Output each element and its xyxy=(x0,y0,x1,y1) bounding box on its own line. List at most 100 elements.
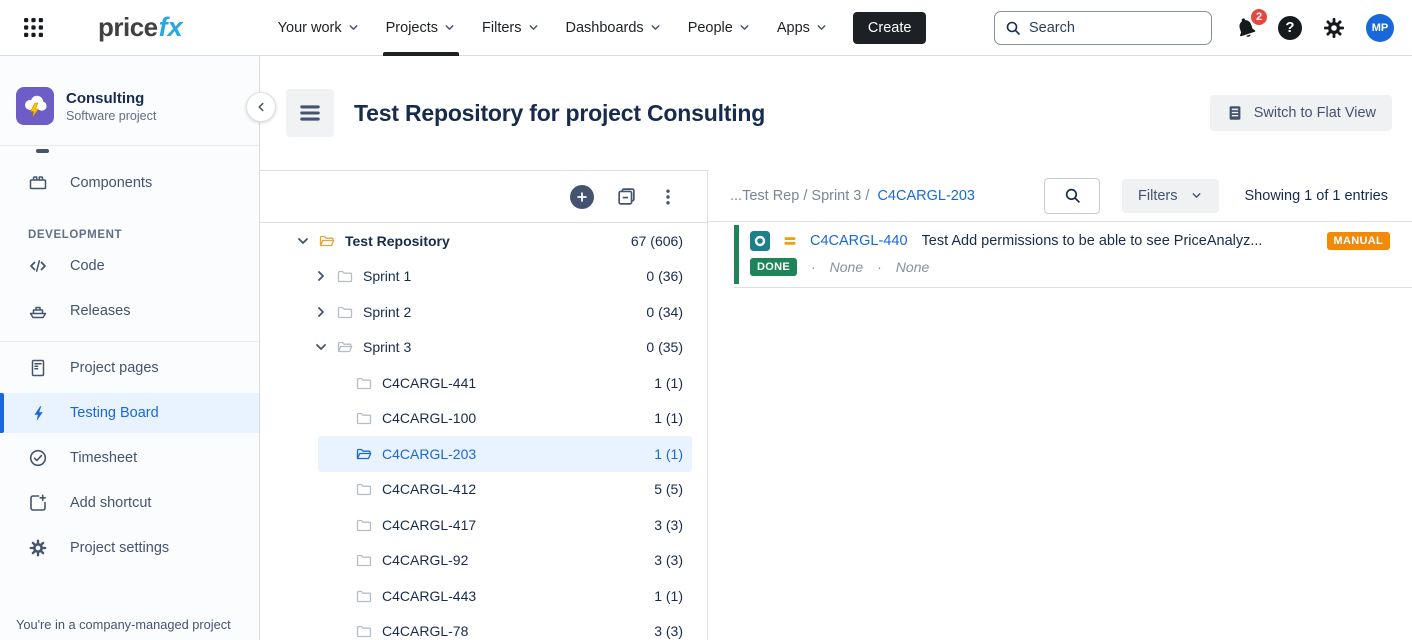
nav-people[interactable]: People xyxy=(679,0,760,56)
menu-button[interactable] xyxy=(286,89,334,137)
sidebar-item-add-shortcut[interactable]: Add shortcut xyxy=(0,483,259,523)
sidebar-item-code[interactable]: Code xyxy=(0,246,259,286)
sidebar-item-releases[interactable]: Releases xyxy=(0,291,259,331)
tree-row-c4cargl-443[interactable]: C4CARGL-443 1 (1) xyxy=(318,578,692,614)
sidebar-item-components[interactable]: Components xyxy=(0,163,259,203)
tree-row-c4cargl-417[interactable]: C4CARGL-417 3 (3) xyxy=(318,507,692,543)
folder-open-icon xyxy=(356,446,372,462)
settings-button[interactable] xyxy=(1322,16,1346,40)
tree-node-count: 0 (36) xyxy=(646,268,683,285)
tree-node-label: C4CARGL-441 xyxy=(382,374,477,391)
tree-node-label: C4CARGL-412 xyxy=(382,481,477,498)
sidebar-item-label: Releases xyxy=(70,303,131,319)
chevron-down-icon[interactable] xyxy=(295,233,311,249)
switch-flat-view-button[interactable]: Switch to Flat View xyxy=(1209,95,1392,131)
content-area: Test Repository 67 (606) Sprint 1 0 (36) xyxy=(260,170,1412,640)
tree-node-count: 3 (3) xyxy=(654,516,683,533)
tree-row-sprint-2[interactable]: Sprint 2 0 (34) xyxy=(286,294,692,330)
search-input[interactable] xyxy=(1029,19,1201,36)
tree-row-c4cargl-78[interactable]: C4CARGL-78 3 (3) xyxy=(318,614,692,640)
top-navigation-bar: price fx Your work Projects Filters Dash… xyxy=(0,0,1412,56)
tree-toolbar xyxy=(260,171,707,223)
nav-filters[interactable]: Filters xyxy=(473,0,548,56)
tree-row-c4cargl-412[interactable]: C4CARGL-412 5 (5) xyxy=(318,472,692,508)
folder-icon xyxy=(337,304,353,320)
tree-row-c4cargl-441[interactable]: C4CARGL-441 1 (1) xyxy=(318,365,692,401)
folder-icon xyxy=(356,623,372,639)
manual-badge: MANUAL xyxy=(1326,232,1390,250)
create-button[interactable]: Create xyxy=(852,11,927,44)
tree-node-label: C4CARGL-78 xyxy=(382,623,469,640)
tree-node-label: Sprint 3 xyxy=(363,339,412,356)
test-case-row-line2: DONE · None · None xyxy=(750,258,1412,276)
nav-dashboards[interactable]: Dashboards xyxy=(557,0,671,56)
nav-apps[interactable]: Apps xyxy=(768,0,837,56)
user-avatar[interactable]: MP xyxy=(1366,13,1394,42)
tree-node-count: 1 (1) xyxy=(654,445,683,462)
sidebar-item-timesheet[interactable]: Timesheet xyxy=(0,438,259,478)
breadcrumb-current[interactable]: C4CARGL-203 xyxy=(877,187,975,204)
app-switcher-button[interactable] xyxy=(16,11,50,45)
tree-node-count: 3 (3) xyxy=(654,552,683,569)
tree-row-c4cargl-203-selected[interactable]: C4CARGL-203 1 (1) xyxy=(318,436,692,472)
tree-node-label: Test Repository xyxy=(345,232,450,249)
copy-tree-button[interactable] xyxy=(616,186,637,207)
nav-projects[interactable]: Projects xyxy=(377,0,465,56)
tree-node-count: 1 (1) xyxy=(654,410,683,427)
question-icon: ? xyxy=(1278,15,1302,40)
test-case-title: Test Add permissions to be able to see P… xyxy=(921,233,1263,249)
tree-row-c4cargl-100[interactable]: C4CARGL-100 1 (1) xyxy=(318,401,692,437)
chevron-down-icon[interactable] xyxy=(313,339,329,355)
flat-view-label: Switch to Flat View xyxy=(1253,105,1376,121)
search-icon xyxy=(1005,20,1021,36)
notification-count-badge: 2 xyxy=(1249,6,1269,27)
sidebar-item-testing-board[interactable]: Testing Board xyxy=(0,393,259,433)
tree-node-label: C4CARGL-92 xyxy=(382,552,469,569)
help-button[interactable]: ? xyxy=(1278,15,1302,40)
sidebar-collapse-button[interactable] xyxy=(246,92,276,122)
separator-dot: · xyxy=(877,259,882,275)
tree-row-sprint-3[interactable]: Sprint 3 0 (35) xyxy=(286,330,692,366)
add-node-button[interactable] xyxy=(570,184,594,209)
page-title: Test Repository for project Consulting xyxy=(354,99,766,126)
tree-row-c4cargl-92[interactable]: C4CARGL-92 3 (3) xyxy=(318,543,692,579)
nav-your-work[interactable]: Your work xyxy=(269,0,369,56)
chevron-down-icon xyxy=(443,21,456,34)
global-search[interactable] xyxy=(994,10,1212,45)
folder-open-icon xyxy=(319,233,335,249)
page-header: Test Repository for project Consulting S… xyxy=(260,56,1412,170)
chevron-right-icon[interactable] xyxy=(313,268,329,284)
results-search-button[interactable] xyxy=(1044,177,1101,214)
flat-list-icon xyxy=(1226,104,1244,122)
folder-icon xyxy=(337,268,353,284)
sidebar-item-project-settings[interactable]: Project settings xyxy=(0,528,259,568)
folder-open-icon xyxy=(337,339,353,355)
sidebar-item-project-pages[interactable]: Project pages xyxy=(0,348,259,388)
tree-more-actions-button[interactable] xyxy=(659,188,677,206)
sidebar-divider xyxy=(0,145,259,146)
nav-label: Filters xyxy=(482,19,522,36)
sidebar-item-label: Project pages xyxy=(70,360,159,376)
priority-medium-icon xyxy=(782,233,798,249)
test-case-row[interactable]: C4CARGL-440 Test Add permissions to be a… xyxy=(734,222,1412,288)
project-avatar xyxy=(16,87,54,125)
folder-icon xyxy=(356,588,372,604)
tree-node-count: 0 (35) xyxy=(646,339,683,356)
plus-icon xyxy=(575,190,589,204)
project-header[interactable]: Consulting Software project xyxy=(16,84,247,128)
tree-row-test-repository[interactable]: Test Repository 67 (606) xyxy=(286,223,692,259)
folder-icon xyxy=(356,410,372,426)
tree-node-label: C4CARGL-203 xyxy=(382,445,477,462)
notifications-button[interactable]: 2 xyxy=(1234,6,1269,40)
sidebar-section-development: DEVELOPMENT xyxy=(28,229,123,241)
add-shortcut-icon xyxy=(28,493,48,513)
tree-node-count: 67 (606) xyxy=(630,232,683,249)
check-circle-icon xyxy=(28,448,48,468)
filters-dropdown[interactable]: Filters xyxy=(1122,178,1219,213)
breadcrumb: ...Test Rep / Sprint 3 / C4CARGL-203 xyxy=(730,188,975,204)
tree-row-sprint-1[interactable]: Sprint 1 0 (36) xyxy=(286,259,692,295)
test-case-key-link[interactable]: C4CARGL-440 xyxy=(810,233,908,249)
nav-label: Apps xyxy=(776,19,810,36)
breadcrumb-prefix: ...Test Rep / Sprint 3 / xyxy=(730,187,870,204)
chevron-right-icon[interactable] xyxy=(313,304,329,320)
